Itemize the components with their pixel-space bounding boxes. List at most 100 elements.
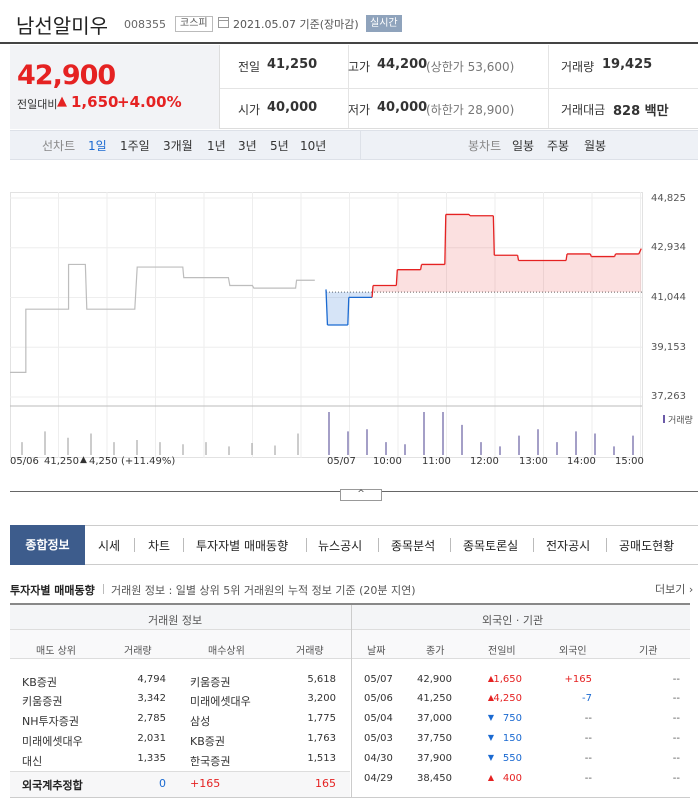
- collapse-button[interactable]: ^: [340, 489, 382, 501]
- today-line-segment: [492, 215, 495, 256]
- row-diff: 1,650: [493, 674, 522, 685]
- today-line-segment: [516, 255, 520, 261]
- tab-chart[interactable]: 차트: [148, 539, 171, 553]
- seller-name[interactable]: KB증권: [22, 676, 57, 689]
- y-tick: 44,825: [651, 193, 686, 204]
- divider: [183, 538, 184, 552]
- today-line-segment: [468, 214, 471, 217]
- prev-day-line: [10, 263, 315, 373]
- row-institution: --: [672, 733, 680, 744]
- buyer-name[interactable]: 키움증권: [190, 676, 231, 689]
- candle-chart-label: 봉차트: [468, 139, 502, 153]
- col-foreign: 외국인: [559, 646, 587, 657]
- market-badge: 코스피: [175, 16, 213, 32]
- tab-1day[interactable]: 1일: [88, 139, 107, 153]
- col-institution: 기관: [639, 646, 658, 657]
- seller-name[interactable]: NH투자증권: [22, 715, 79, 728]
- upper-limit: (상한가 53,600): [426, 60, 515, 74]
- foreign-total-net: +165: [190, 777, 221, 790]
- up-arrow-icon: ▲: [80, 455, 87, 465]
- more-link[interactable]: 더보기 ›: [655, 583, 694, 596]
- tab-analysis[interactable]: 종목분석: [391, 539, 436, 553]
- tab-news[interactable]: 뉴스공시: [318, 539, 363, 553]
- row-institution: --: [672, 753, 680, 764]
- foreign-total-buy: 165: [315, 777, 336, 790]
- total-row-bg: [10, 771, 350, 797]
- broker-header: 거래원 정보: [148, 614, 203, 627]
- tab-monthly[interactable]: 월봉: [584, 139, 607, 153]
- buy-volume: 1,775: [307, 713, 336, 724]
- prev-day-pct: (+11.49%): [121, 456, 176, 467]
- tab-3months[interactable]: 3개월: [163, 139, 193, 153]
- col-diff: 전일비: [488, 646, 516, 657]
- tab-disclosure[interactable]: 전자공시: [546, 539, 591, 553]
- price-chart[interactable]: [10, 192, 698, 472]
- compare-label: 전일대비: [17, 98, 58, 111]
- low-price: 40,000: [377, 100, 428, 115]
- col-volume: 거래량: [296, 646, 324, 657]
- buyer-name[interactable]: KB증권: [190, 735, 225, 748]
- buy-volume: 1,513: [307, 753, 336, 764]
- buyer-name[interactable]: 한국증권: [190, 755, 231, 768]
- tab-1week[interactable]: 1주일: [120, 139, 150, 153]
- divider: [533, 538, 534, 552]
- row-date[interactable]: 04/30: [364, 753, 393, 764]
- stock-code: 008355: [124, 18, 166, 31]
- down-arrow-icon: ▼: [487, 733, 494, 742]
- row-diff: 400: [502, 773, 522, 784]
- row-date[interactable]: 05/06: [364, 693, 393, 704]
- row-foreign: +165: [564, 674, 592, 685]
- tab-investor[interactable]: 투자자별 매매동향: [196, 539, 289, 553]
- seller-name[interactable]: 키움증권: [22, 695, 63, 708]
- sell-volume: 1,335: [137, 753, 166, 764]
- investor-title: 투자자별 매매동향: [10, 584, 95, 597]
- foreign-total-label: 외국계추정합: [22, 779, 83, 792]
- down-area: [326, 292, 642, 325]
- chart-tab-bar: [10, 130, 698, 160]
- tab-1year[interactable]: 1년: [207, 139, 226, 153]
- up-arrow-icon: ▲: [487, 773, 494, 782]
- line-chart-label: 선차트: [42, 139, 76, 153]
- row-diff: 4,250: [493, 693, 522, 704]
- row-institution: --: [672, 713, 680, 724]
- row-date[interactable]: 04/29: [364, 773, 393, 784]
- seller-name[interactable]: 대신: [22, 755, 43, 768]
- tab-weekly[interactable]: 주봉: [547, 139, 570, 153]
- row-date[interactable]: 05/04: [364, 713, 393, 724]
- today-line-segment: [395, 269, 398, 286]
- tab-overview[interactable]: 종합정보: [10, 525, 85, 565]
- prev-day-close: 41,250: [44, 456, 79, 467]
- row-institution: --: [672, 773, 680, 784]
- down-arrow-icon: ▼: [487, 753, 494, 762]
- buyer-name[interactable]: 미래에셋대우: [190, 695, 251, 708]
- up-area: [326, 214, 642, 293]
- divider: [134, 538, 135, 552]
- tab-discussion[interactable]: 종목토론실: [463, 539, 519, 553]
- row-foreign: --: [584, 773, 592, 784]
- up-arrow-icon: ▲: [487, 674, 494, 683]
- row-close: 42,900: [417, 674, 452, 685]
- tab-3years[interactable]: 3년: [238, 139, 257, 153]
- up-arrow-icon: ▲: [57, 94, 67, 109]
- tab-10years[interactable]: 10년: [300, 139, 327, 153]
- divider: [10, 797, 690, 798]
- base-date: 2021.05.07 기준(장마감): [233, 18, 359, 31]
- seller-name[interactable]: 미래에셋대우: [22, 735, 83, 748]
- row-diff: 150: [502, 733, 522, 744]
- divider: [606, 538, 607, 552]
- tab-5years[interactable]: 5년: [270, 139, 289, 153]
- tab-daily[interactable]: 일봉: [512, 139, 535, 153]
- down-arrow-icon: ▼: [487, 713, 494, 722]
- calendar-icon: [218, 17, 229, 28]
- x-label: 14:00: [567, 456, 596, 467]
- buyer-name[interactable]: 삼성: [190, 715, 211, 728]
- tab-price[interactable]: 시세: [98, 539, 121, 553]
- more-label: 더보기: [655, 583, 686, 596]
- row-date[interactable]: 05/07: [364, 674, 393, 685]
- tab-short-selling[interactable]: 공매도현황: [619, 539, 675, 553]
- chart-frame: [10, 192, 643, 458]
- row-date[interactable]: 05/03: [364, 733, 393, 744]
- divider: [220, 88, 698, 89]
- table-subheader-bg: [10, 630, 690, 658]
- realtime-button[interactable]: 실시간: [366, 15, 402, 32]
